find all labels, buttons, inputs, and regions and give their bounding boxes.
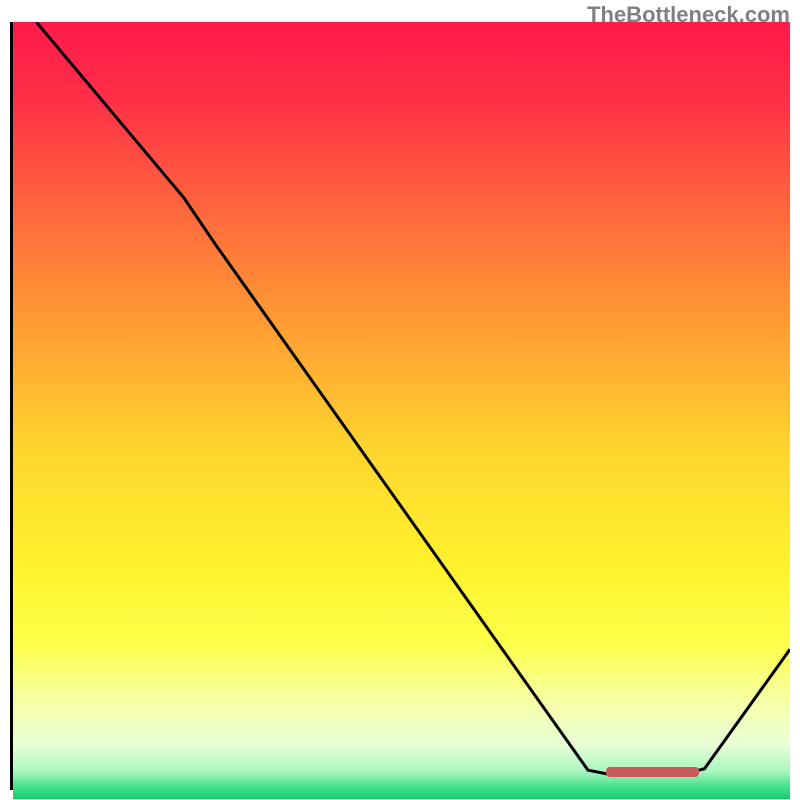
bottleneck-curve <box>36 22 790 775</box>
plot-area <box>10 22 790 790</box>
optimal-range-marker <box>606 767 700 777</box>
chart-container: TheBottleneck.com <box>0 0 800 800</box>
curve-layer <box>13 22 790 787</box>
watermark-text: TheBottleneck.com <box>587 2 790 28</box>
